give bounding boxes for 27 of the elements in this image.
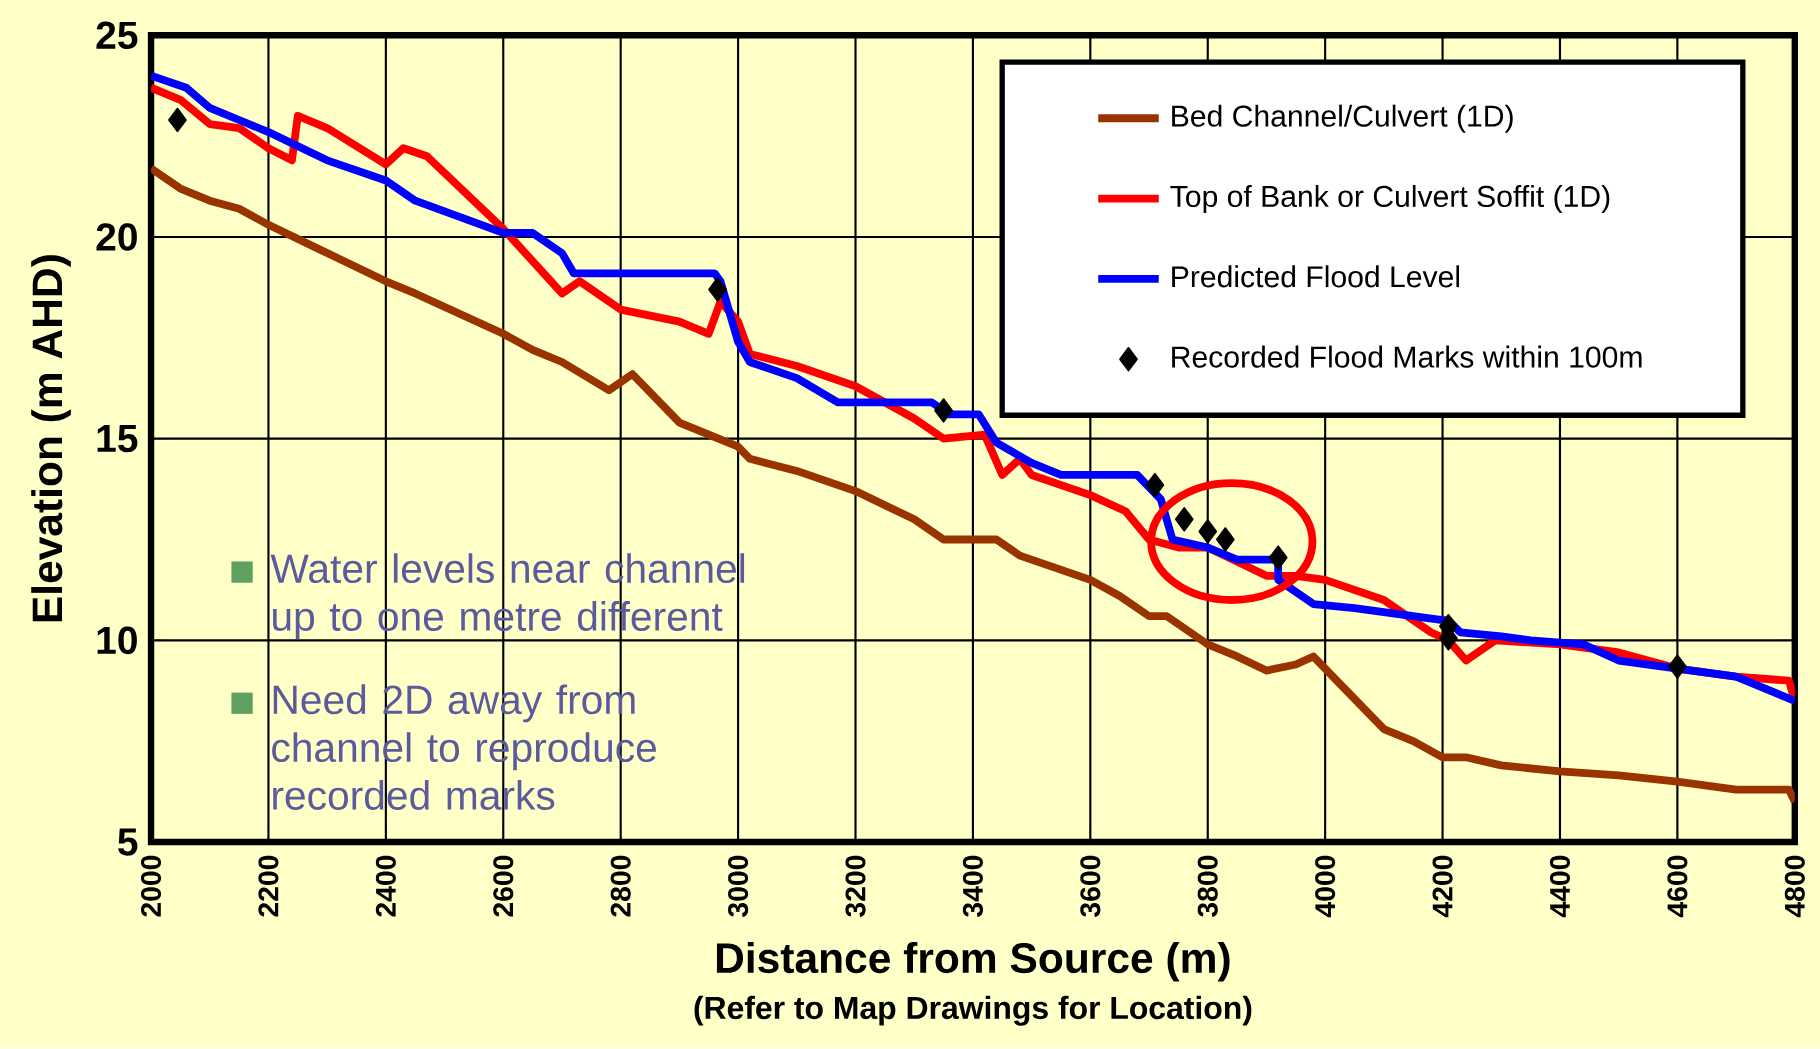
text: (Refer to Map Drawings for Location) (694, 995, 1252, 1026)
legend-label: Recorded Flood Marks within 100m (1172, 345, 1642, 368)
x-tick-label: 4200 (1432, 855, 1453, 918)
y-tick-label: 10 (97, 626, 137, 655)
x-axis-title: Distance from Source (m) (716, 942, 1230, 982)
x-tick-label: 2800 (610, 855, 631, 917)
x-tick-label: 3400 (962, 855, 983, 918)
y-tick-label: 5 (118, 828, 138, 856)
x-tick-label: 4800 (1784, 855, 1805, 918)
y-tick-label: 15 (97, 425, 138, 453)
x-tick-label: 3000 (728, 855, 749, 918)
x-tick-label: 2600 (493, 855, 514, 917)
x-tick-label: 4400 (1549, 855, 1571, 918)
x-tick-label: 2000 (141, 855, 162, 917)
y-tick-label: 25 (96, 21, 138, 50)
x-tick-label: 3200 (845, 855, 866, 918)
x-tick-label: 3600 (1080, 855, 1101, 918)
legend-label: Predicted Flood Level (1172, 265, 1460, 288)
y-axis-title: Elevation (m AHD) (31, 255, 71, 622)
legend-label: Bed Channel/Culvert (1D) (1172, 104, 1513, 133)
x-tick-label: 2200 (258, 855, 279, 917)
x-tick-label: 2400 (375, 855, 396, 917)
x-tick-label: 3800 (1197, 855, 1218, 918)
legend-label: Top of Bank or Culvert Soffit (1D) (1170, 185, 1610, 214)
x-tick-label: 4000 (1315, 855, 1336, 918)
y-tick-label: 20 (96, 223, 137, 251)
x-tick-label: 4600 (1667, 855, 1688, 918)
